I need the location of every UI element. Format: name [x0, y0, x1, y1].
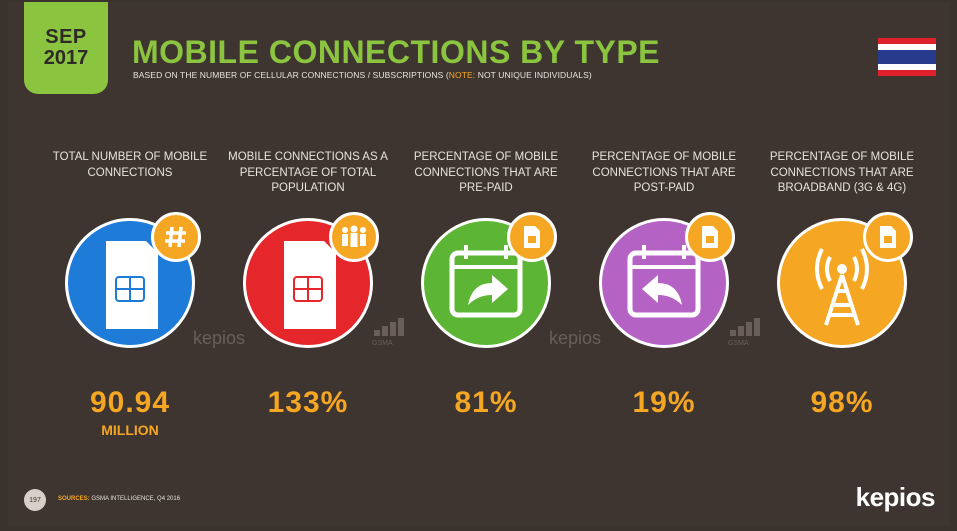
- metric-heading: MOBILE CONNECTIONS AS A PERCENTAGE OF TO…: [228, 151, 388, 195]
- subtitle-note: NOTE:: [448, 70, 476, 80]
- metric-heading: PERCENTAGE OF MOBILE CONNECTIONS THAT AR…: [591, 151, 737, 195]
- hash-icon: [151, 212, 201, 262]
- metric-unit: MILLION: [101, 422, 159, 438]
- sim-icon: [863, 212, 913, 262]
- metric-value: 19%: [632, 386, 696, 419]
- date-badge: SEP 2017: [24, 2, 108, 94]
- gsma-watermark-icon: [372, 318, 412, 342]
- page-title: MOBILE CONNECTIONS BY TYPE: [132, 34, 661, 70]
- source-label: SOURCES:: [58, 496, 90, 502]
- metric-value: 90.94: [89, 386, 171, 419]
- metric-circle: [243, 218, 373, 348]
- metric-heading: TOTAL NUMBER OF MOBILE CONNECTIONS: [52, 151, 208, 179]
- metric-broadband: PERCENTAGE OF MOBILE CONNECTIONS THAT AR…: [757, 150, 927, 420]
- metric-value: 98%: [810, 386, 874, 419]
- sim-icon: [685, 212, 735, 262]
- calendar-forward-icon: [449, 245, 523, 318]
- source-note: SOURCES: GSMA INTELLIGENCE, Q4 2016: [58, 496, 180, 502]
- date-year: 2017: [43, 47, 89, 69]
- antenna-tower-icon: [815, 248, 869, 326]
- metric-circle: [599, 218, 729, 348]
- metric-heading: PERCENTAGE OF MOBILE CONNECTIONS THAT AR…: [769, 151, 915, 195]
- gsma-watermark-text: GSMA: [728, 340, 749, 347]
- metric-heading: PERCENTAGE OF MOBILE CONNECTIONS THAT AR…: [413, 151, 559, 195]
- subtitle-tail: NOT UNIQUE INDIVIDUALS): [475, 70, 592, 80]
- metric-postpaid: PERCENTAGE OF MOBILE CONNECTIONS THAT AR…: [579, 150, 749, 420]
- subtitle-main: BASED ON THE NUMBER OF CELLULAR CONNECTI…: [133, 70, 449, 80]
- gsma-watermark-icon: [728, 318, 768, 342]
- people-icon: [329, 212, 379, 262]
- gsma-watermark-text: GSMA: [372, 340, 393, 347]
- sim-icon: [507, 212, 557, 262]
- metric-prepaid: PERCENTAGE OF MOBILE CONNECTIONS THAT AR…: [401, 150, 571, 420]
- thailand-flag-icon: [878, 38, 936, 76]
- calendar-back-icon: [627, 245, 701, 318]
- sim-card-icon: [284, 241, 336, 329]
- page-number: 197: [24, 489, 46, 511]
- date-month: SEP: [45, 26, 87, 48]
- kepios-watermark: kepios: [549, 328, 602, 348]
- page-subtitle: BASED ON THE NUMBER OF CELLULAR CONNECTI…: [133, 70, 592, 80]
- sim-card-icon: [106, 241, 158, 329]
- metric-population-percentage: MOBILE CONNECTIONS AS A PERCENTAGE OF TO…: [223, 150, 393, 420]
- source-text: GSMA INTELLIGENCE, Q4 2016: [89, 496, 181, 502]
- metric-total-connections: TOTAL NUMBER OF MOBILE CONNECTIONS 90.94…: [45, 150, 215, 438]
- kepios-logo: kepios: [855, 482, 936, 512]
- metric-value: 133%: [267, 386, 349, 419]
- kepios-watermark: kepios: [193, 328, 246, 348]
- metric-value: 81%: [454, 386, 518, 419]
